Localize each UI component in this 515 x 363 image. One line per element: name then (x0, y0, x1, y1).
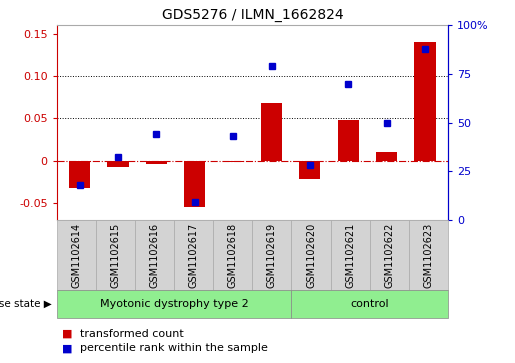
Text: Myotonic dystrophy type 2: Myotonic dystrophy type 2 (100, 299, 248, 309)
Text: GSM1102623: GSM1102623 (423, 223, 434, 287)
Text: ■: ■ (62, 329, 72, 339)
Bar (376, 152, 397, 160)
Text: disease state ▶: disease state ▶ (0, 299, 52, 309)
Bar (69, 160, 90, 188)
Bar (222, 160, 244, 162)
Title: GDS5276 / ILMN_1662824: GDS5276 / ILMN_1662824 (162, 8, 343, 22)
Text: GSM1102620: GSM1102620 (306, 223, 316, 287)
Text: GSM1102621: GSM1102621 (345, 223, 355, 287)
Text: control: control (350, 299, 389, 309)
Text: GSM1102619: GSM1102619 (267, 223, 277, 287)
Bar (338, 120, 359, 160)
Bar (108, 160, 129, 167)
Text: transformed count: transformed count (80, 329, 183, 339)
Bar (261, 103, 282, 160)
Text: percentile rank within the sample: percentile rank within the sample (80, 343, 268, 354)
Bar (184, 160, 205, 207)
Text: GSM1102618: GSM1102618 (228, 223, 238, 287)
Text: GSM1102622: GSM1102622 (384, 222, 394, 288)
Bar (415, 42, 436, 160)
Text: GSM1102614: GSM1102614 (71, 223, 81, 287)
Bar (146, 160, 167, 164)
Bar (299, 160, 320, 179)
Text: GSM1102616: GSM1102616 (149, 223, 160, 287)
Text: ■: ■ (62, 343, 72, 354)
Text: GSM1102617: GSM1102617 (188, 223, 199, 287)
Text: GSM1102615: GSM1102615 (110, 223, 121, 287)
